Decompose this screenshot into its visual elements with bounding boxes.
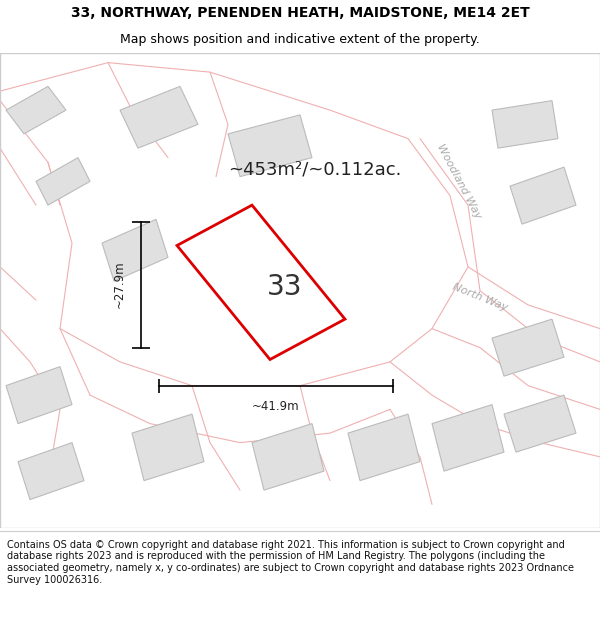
Polygon shape bbox=[228, 115, 312, 177]
Polygon shape bbox=[177, 205, 345, 359]
Polygon shape bbox=[6, 86, 66, 134]
Text: 33: 33 bbox=[267, 273, 303, 301]
Polygon shape bbox=[102, 219, 168, 281]
Text: 33, NORTHWAY, PENENDEN HEATH, MAIDSTONE, ME14 2ET: 33, NORTHWAY, PENENDEN HEATH, MAIDSTONE,… bbox=[71, 6, 529, 20]
Text: ~453m²/~0.112ac.: ~453m²/~0.112ac. bbox=[228, 161, 401, 179]
Text: ~41.9m: ~41.9m bbox=[252, 400, 300, 413]
Polygon shape bbox=[348, 414, 420, 481]
Polygon shape bbox=[504, 395, 576, 452]
Polygon shape bbox=[36, 158, 90, 205]
Polygon shape bbox=[510, 167, 576, 224]
Text: Contains OS data © Crown copyright and database right 2021. This information is : Contains OS data © Crown copyright and d… bbox=[7, 540, 574, 584]
Polygon shape bbox=[18, 442, 84, 499]
Text: Map shows position and indicative extent of the property.: Map shows position and indicative extent… bbox=[120, 33, 480, 46]
Polygon shape bbox=[492, 319, 564, 376]
Polygon shape bbox=[132, 414, 204, 481]
Text: ~27.9m: ~27.9m bbox=[113, 261, 126, 309]
Polygon shape bbox=[6, 367, 72, 424]
Text: Woodland Way: Woodland Way bbox=[435, 142, 483, 221]
Polygon shape bbox=[120, 86, 198, 148]
Polygon shape bbox=[432, 404, 504, 471]
Polygon shape bbox=[252, 424, 324, 490]
Polygon shape bbox=[492, 101, 558, 148]
Text: North Way: North Way bbox=[451, 282, 509, 313]
